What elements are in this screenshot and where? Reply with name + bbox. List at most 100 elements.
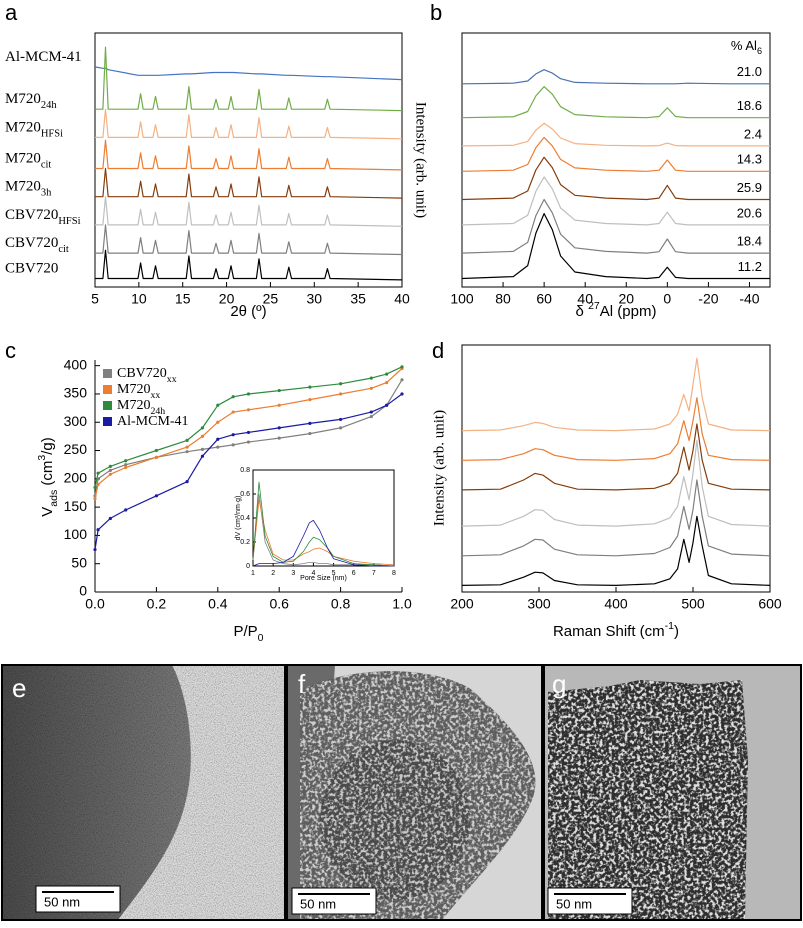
text-part: -1 (665, 620, 674, 632)
tem-image (287, 665, 542, 920)
series-line (461, 479, 771, 557)
x-axis-label: 2θ (º) (230, 303, 266, 320)
point-marker (369, 410, 373, 414)
x-tick-label: 25 (263, 291, 279, 307)
text-part: xx (150, 390, 160, 401)
x-tick-label: 35 (350, 291, 366, 307)
x-tick-label: 0.0 (85, 596, 105, 612)
point-marker (246, 440, 251, 444)
y-tick-label: 350 (64, 385, 88, 401)
annotation: 2.4 (744, 126, 762, 141)
series-line (94, 393, 403, 550)
text-part: Al (ppm) (600, 303, 657, 320)
y-axis-label: Intensity (arb. unit) (413, 102, 429, 218)
point-marker (231, 443, 235, 447)
series-line (461, 69, 770, 85)
x-tick-label: 3 (291, 570, 295, 577)
x-tick-label: 300 (527, 596, 551, 612)
scale-bar-box (291, 887, 377, 915)
point-marker (93, 497, 97, 501)
y-tick-label: 50 (71, 554, 87, 570)
point-marker (400, 365, 404, 369)
point-marker (231, 395, 235, 399)
text-part: CBV720 (5, 236, 58, 252)
y-tick-label: 0.6 (240, 491, 250, 498)
x-axis-label: Pore Size (nm) (300, 575, 347, 582)
annotation: 18.4 (737, 234, 762, 249)
x-tick-label: 0.2 (147, 596, 167, 612)
series-line (461, 122, 770, 147)
text-part: 24h (41, 100, 58, 111)
x-tick-label: 400 (604, 596, 628, 612)
point-marker (308, 385, 312, 389)
text-part: HFSi (41, 128, 63, 139)
chart-panel: 0.0 0.2 0.4 0.6 0.8 1.00501001502002503003504… (5, 338, 412, 644)
x-tick-label: 10 (131, 291, 147, 307)
series-line (94, 366, 403, 488)
series-line (461, 439, 771, 527)
series-line (95, 108, 403, 140)
panel-label: a (5, 0, 18, 25)
y-tick-label: 100 (64, 526, 88, 542)
image-border (543, 664, 802, 921)
legend-label: CBV720xx (117, 366, 177, 385)
point-marker (400, 378, 404, 382)
point-marker (277, 388, 281, 393)
tem-image (2, 665, 285, 920)
text-part: ads (48, 490, 60, 507)
y-tick-label: 150 (64, 498, 88, 514)
x-tick-label: 0.4 (208, 596, 228, 612)
series-line (94, 66, 403, 81)
point-marker (200, 447, 205, 452)
plot-frame (94, 32, 403, 288)
point-marker (385, 372, 389, 376)
scale-bar-label: 50 nm (300, 896, 336, 911)
x-tick-label: 0.6 (269, 596, 289, 612)
series-label: M72024h (5, 92, 57, 111)
text-part: ) (674, 623, 679, 640)
text-part: CBV720 (117, 366, 167, 381)
series-line (95, 46, 403, 112)
y-tick-label: 300 (64, 413, 88, 429)
point-marker (369, 376, 373, 380)
series-line (461, 198, 770, 254)
pore-texture (548, 680, 748, 920)
scale-bar-box (35, 885, 121, 913)
series-line (252, 481, 395, 567)
panel-label: e (12, 673, 26, 703)
point-marker (339, 426, 343, 430)
point-marker (216, 403, 220, 407)
x-tick-label: 5 (332, 570, 336, 577)
point-marker (108, 472, 112, 476)
y-axis-label: Vads (cm3/g) (36, 437, 60, 516)
annotation: 20.6 (737, 205, 762, 220)
series-line (94, 379, 403, 496)
panel-label: f (298, 669, 306, 699)
scale-bar-label: 50 nm (44, 894, 80, 909)
point-marker (154, 494, 158, 498)
point-marker (277, 426, 281, 430)
x-axis-label: P/P0 (233, 623, 263, 644)
text-part: 24h (150, 406, 165, 417)
point-marker (124, 459, 128, 463)
image-border (286, 664, 543, 921)
x-tick-label: 1.0 (392, 596, 412, 612)
image-border (1, 664, 286, 921)
series-line (95, 196, 403, 227)
annotation: 14.3 (737, 152, 762, 167)
x-tick-label: 600 (758, 596, 782, 612)
y-tick-label: 0 (79, 583, 87, 599)
series-line (461, 156, 770, 201)
series-line (252, 493, 395, 567)
point-marker (216, 445, 220, 449)
x-tick-label: 500 (681, 596, 705, 612)
x-tick-label: 20 (219, 291, 235, 307)
point-marker (93, 547, 97, 552)
point-marker (96, 528, 100, 532)
chart-panel: 100 80 60 40 20 0 -20 -40 δ 27Al (ppm) b % Al6 21.0… (430, 0, 771, 320)
x-tick-label: 8 (392, 570, 396, 577)
point-marker (216, 437, 220, 441)
x-tick-label: -20 (698, 291, 718, 307)
x-tick-label: 0.8 (331, 596, 351, 612)
panel-label: c (5, 338, 16, 363)
